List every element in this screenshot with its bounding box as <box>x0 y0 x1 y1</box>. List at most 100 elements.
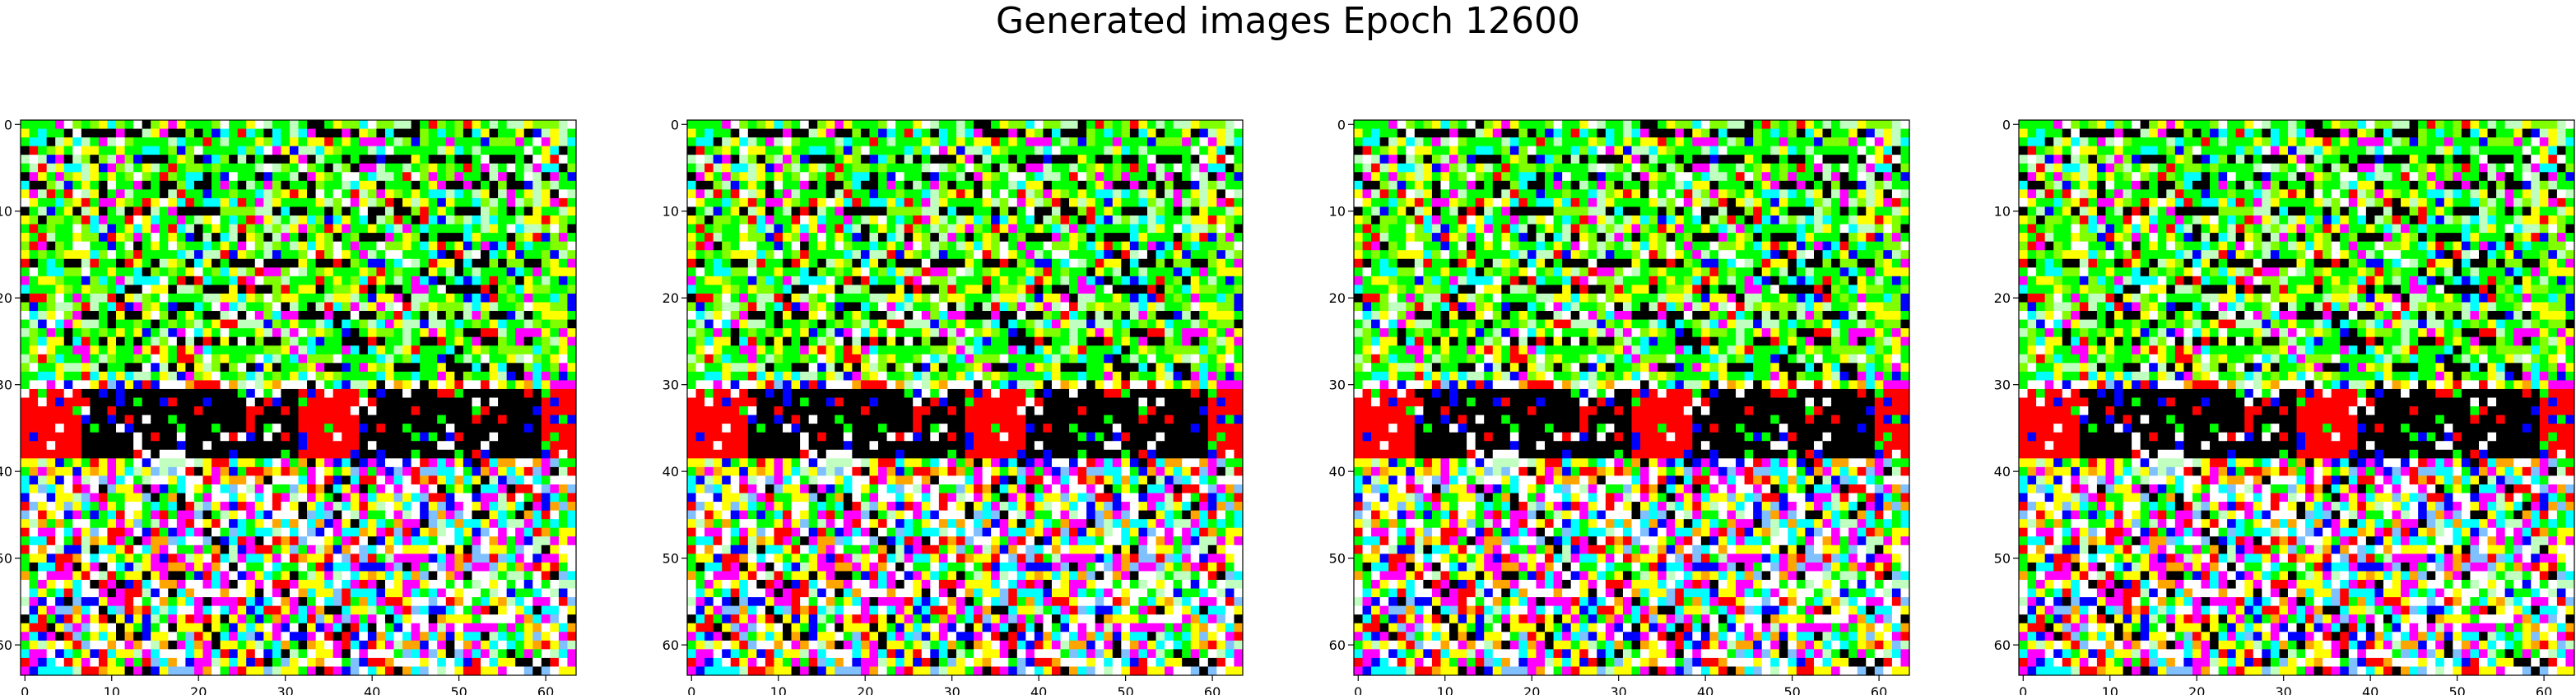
pixel <box>185 554 194 563</box>
pixel <box>490 398 499 407</box>
pixel <box>1095 129 1104 138</box>
pixel <box>99 493 108 503</box>
pixel <box>151 536 160 545</box>
pixel <box>490 172 499 181</box>
pixel <box>238 137 247 146</box>
pixel <box>168 380 177 389</box>
pixel <box>72 172 81 181</box>
pixel <box>194 475 203 484</box>
pixel <box>731 215 740 225</box>
pixel <box>532 484 542 493</box>
pixel <box>402 519 412 528</box>
pixel <box>99 206 108 215</box>
pixel <box>550 606 559 615</box>
pixel <box>542 242 551 251</box>
pixel <box>263 614 272 623</box>
pixel <box>30 458 39 467</box>
pixel <box>376 649 385 658</box>
pixel <box>281 137 290 146</box>
pixel <box>394 398 403 407</box>
pixel <box>212 493 221 503</box>
pixel <box>550 215 559 225</box>
pixel <box>429 164 438 173</box>
pixel <box>532 666 542 675</box>
pixel <box>1147 225 1156 234</box>
pixel <box>835 181 844 190</box>
pixel <box>342 614 351 623</box>
pixel <box>567 433 576 442</box>
pixel <box>420 233 429 242</box>
pixel <box>1156 120 1165 129</box>
pixel <box>125 580 134 589</box>
pixel <box>99 294 108 303</box>
pixel <box>342 320 351 329</box>
pixel <box>463 632 472 641</box>
pixel <box>437 580 446 589</box>
pixel <box>342 189 351 198</box>
pixel <box>255 545 264 554</box>
pixel <box>212 259 221 268</box>
pixel <box>160 623 169 632</box>
pixel <box>21 233 30 242</box>
pixel <box>922 206 931 215</box>
pixel <box>974 233 983 242</box>
pixel <box>64 493 73 503</box>
pixel <box>246 189 255 198</box>
pixel <box>420 406 429 415</box>
pixel <box>151 146 160 155</box>
pixel <box>481 424 490 433</box>
pixel <box>1216 146 1225 155</box>
pixel <box>229 311 238 320</box>
pixel <box>704 146 714 155</box>
pixel <box>21 259 30 268</box>
pixel <box>1138 225 1147 234</box>
pixel <box>47 146 56 155</box>
pixel <box>64 285 73 294</box>
pixel <box>454 641 463 650</box>
pixel <box>290 189 299 198</box>
pixel <box>64 658 73 667</box>
pixel <box>861 225 870 234</box>
pixel <box>1043 172 1052 181</box>
pixel <box>524 597 533 606</box>
pixel <box>221 467 230 476</box>
pixel <box>81 493 91 503</box>
pixel <box>151 528 160 537</box>
pixel <box>125 259 134 268</box>
pixel <box>490 250 499 259</box>
pixel <box>221 502 230 511</box>
pixel <box>490 155 499 164</box>
pixel <box>783 198 792 207</box>
pixel <box>748 155 757 164</box>
pixel <box>221 225 230 234</box>
pixel <box>202 389 212 398</box>
pixel <box>151 658 160 667</box>
pixel <box>47 302 56 311</box>
pixel <box>359 415 368 424</box>
pixel <box>177 354 186 364</box>
pixel <box>221 606 230 615</box>
pixel <box>559 129 568 138</box>
pixel <box>64 433 73 442</box>
pixel <box>420 589 429 598</box>
pixel <box>229 181 238 190</box>
pixel <box>272 328 281 337</box>
pixel <box>412 363 421 372</box>
pixel <box>1113 146 1122 155</box>
pixel <box>38 458 47 467</box>
pixel <box>21 563 30 572</box>
pixel <box>567 311 576 320</box>
pixel <box>125 398 134 407</box>
pixel <box>221 563 230 572</box>
pixel <box>481 215 490 225</box>
pixel <box>542 164 551 173</box>
pixel <box>429 545 438 554</box>
pixel <box>368 129 377 138</box>
pixel <box>177 623 186 632</box>
pixel <box>185 484 194 493</box>
pixel <box>185 475 194 484</box>
pixel <box>185 563 194 572</box>
pixel <box>107 337 116 346</box>
pixel <box>47 259 56 268</box>
pixel <box>437 363 446 372</box>
